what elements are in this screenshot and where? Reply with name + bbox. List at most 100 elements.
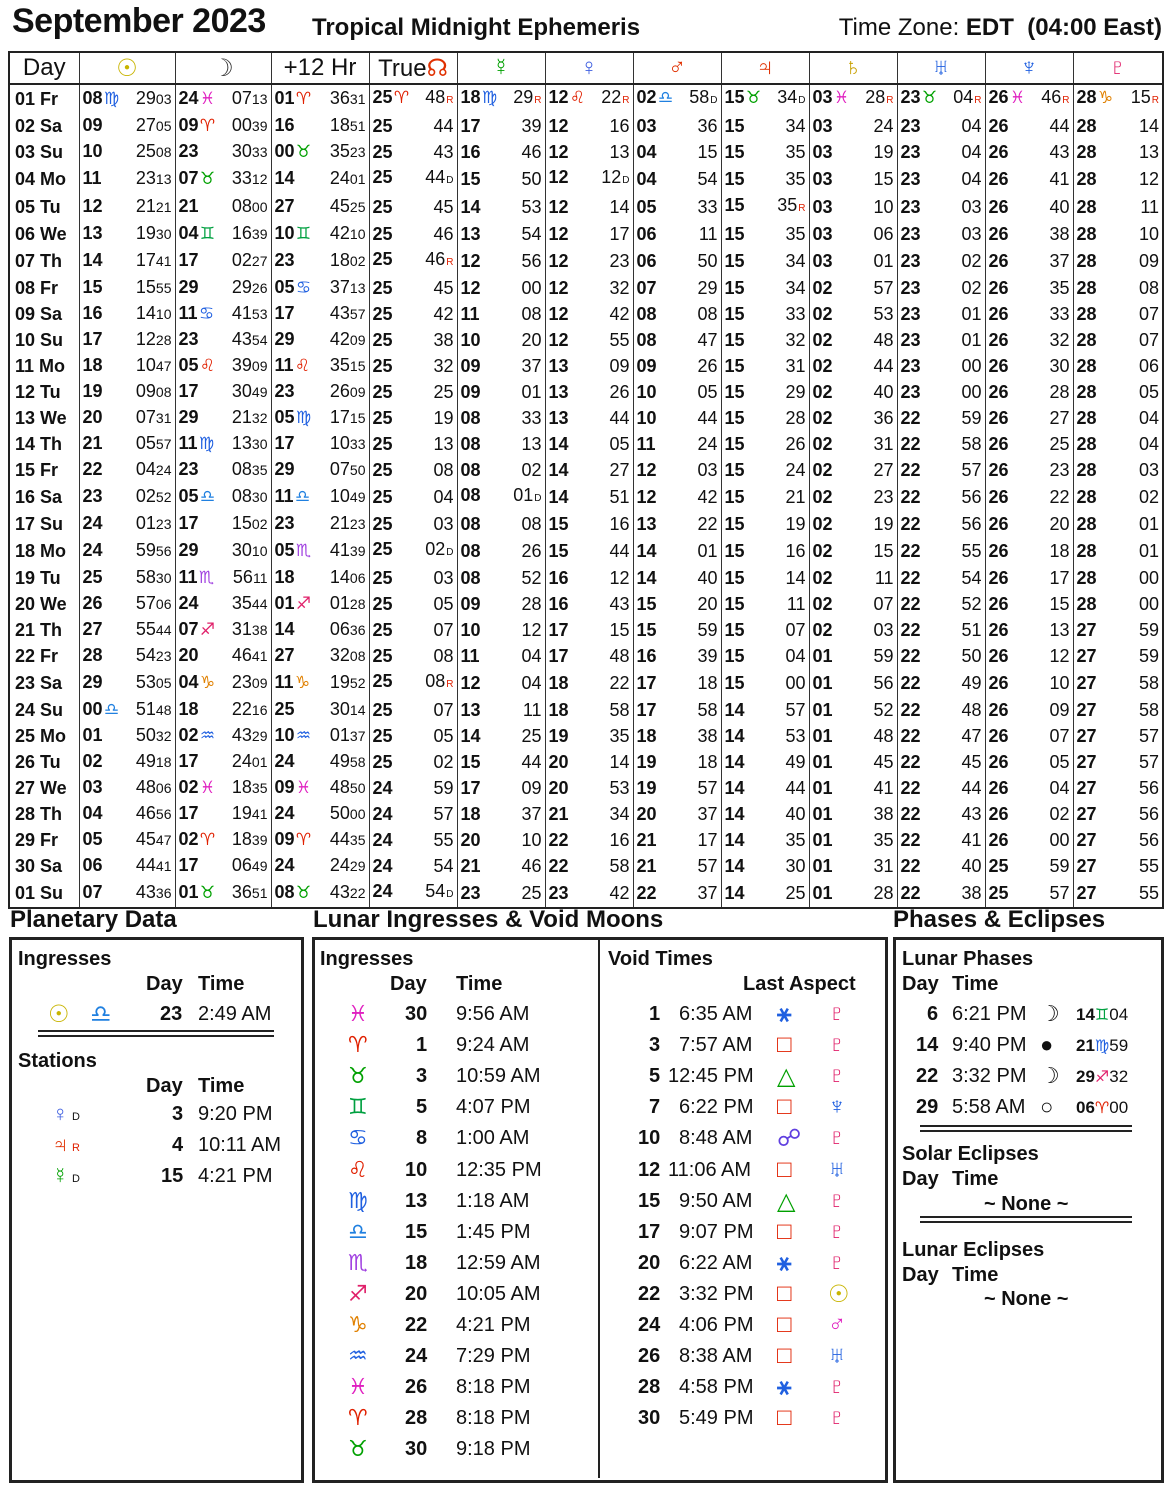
- sat-cell: 02 57: [809, 275, 898, 301]
- degree: 22: [548, 855, 569, 876]
- degree: 26: [988, 751, 1009, 772]
- degree: 28: [1076, 486, 1097, 507]
- lunar-box: [312, 937, 888, 1483]
- minute-value: 48: [329, 777, 350, 797]
- minute-value: 54: [697, 168, 718, 189]
- degree: 15: [82, 277, 103, 297]
- seconds: 28: [349, 596, 366, 612]
- minute: 53: [521, 195, 541, 220]
- minute-value: 18: [329, 250, 350, 270]
- degree: 25: [372, 303, 393, 324]
- minute-value: 19: [329, 672, 350, 692]
- mar-cell: 16 39: [633, 643, 722, 669]
- minute: 0800: [232, 194, 268, 220]
- degree: 02: [812, 433, 833, 454]
- aspect-icon: □: [777, 1031, 792, 1059]
- day-cell: 21 Th: [9, 617, 80, 643]
- minute: 46: [521, 854, 541, 879]
- sat-cell: 02 31: [809, 431, 898, 457]
- minute-value: 54: [521, 223, 542, 244]
- minute: 55: [433, 828, 453, 853]
- minute-value: 37: [521, 803, 542, 824]
- minute: 07: [1139, 302, 1159, 327]
- minute: 01: [521, 380, 541, 405]
- minute-value: 07: [1138, 303, 1159, 324]
- degree: 28: [1076, 459, 1097, 480]
- seconds: 23: [155, 516, 172, 532]
- minute-value: 58: [609, 699, 630, 720]
- pisces-icon: ♓: [295, 778, 312, 797]
- sun-icon: ☉: [116, 54, 138, 82]
- plu-cell: 27 58: [1073, 697, 1164, 723]
- plu-cell: 28 10: [1073, 221, 1164, 247]
- degree: 28: [1076, 593, 1097, 614]
- minute-value: 54: [961, 567, 982, 588]
- degree: 01: [812, 803, 833, 824]
- nep-cell: 26 12: [985, 643, 1074, 669]
- sat-cell: 01 48: [809, 723, 898, 749]
- ura-cell: 23 03: [897, 221, 986, 247]
- minute-value: 54: [433, 855, 454, 876]
- degree: 19: [82, 381, 103, 401]
- plu-cell: 28 03: [1073, 457, 1164, 483]
- seconds: 35: [349, 832, 366, 848]
- sagittarius-icon: ♐: [1094, 1069, 1110, 1086]
- minute: 04: [521, 671, 541, 696]
- degree: 03: [812, 196, 833, 217]
- minute-value: 11: [874, 567, 894, 588]
- station-time: 10:11 AM: [198, 1134, 282, 1156]
- moon-cell: 21 0800: [175, 193, 272, 221]
- degree: 13: [460, 223, 481, 244]
- minute-value: 44: [785, 777, 806, 798]
- seconds: 25: [349, 199, 366, 215]
- nep-cell: 26 10: [985, 669, 1074, 697]
- mar-cell: 14 01: [633, 537, 722, 565]
- minute-value: 24: [873, 115, 894, 136]
- nep-cell: 26 27: [985, 405, 1074, 431]
- minute-value: 25: [521, 882, 542, 903]
- minute: 26: [521, 539, 541, 564]
- minute: 36: [873, 406, 893, 431]
- minute: 22R: [601, 85, 629, 113]
- minute: 56: [873, 671, 893, 696]
- degree: 22: [900, 672, 921, 693]
- retrograde-flag: R: [446, 257, 454, 268]
- degree: 15: [724, 303, 745, 324]
- minute-value: 13: [1138, 141, 1159, 162]
- degree: 22: [900, 619, 921, 640]
- seconds: 15: [349, 410, 366, 426]
- sun-cell: 02 4918: [79, 749, 176, 775]
- planet-icon: ♇: [828, 1186, 846, 1214]
- minute-value: 14: [609, 196, 630, 217]
- minute-value: 23: [135, 168, 156, 188]
- degree: 12: [82, 196, 103, 216]
- seconds: 36: [155, 885, 172, 901]
- minute-value: 44: [961, 777, 982, 798]
- minute: 10: [873, 195, 893, 220]
- minute-value: 48: [609, 645, 630, 666]
- seconds: 09: [349, 384, 366, 400]
- minute-value: 30: [329, 699, 350, 719]
- plu-cell: 27 58: [1073, 669, 1164, 697]
- degree: 18: [274, 567, 295, 587]
- degree: 15: [724, 645, 745, 666]
- minute: 51: [609, 485, 629, 510]
- sat-cell: 02 48: [809, 327, 898, 353]
- sat-cell: 03 19: [809, 139, 898, 165]
- minute-value: 05: [433, 593, 454, 614]
- degree: 05: [274, 407, 295, 427]
- degree: 14: [274, 168, 295, 188]
- degree: 20: [82, 407, 103, 427]
- minute: 02: [521, 458, 541, 483]
- minute: 52: [521, 566, 541, 591]
- minute-value: 21: [135, 196, 156, 216]
- minute: 25: [785, 881, 805, 906]
- degree: 17: [178, 381, 199, 401]
- seconds: 08: [155, 144, 172, 160]
- minute: 40: [697, 566, 717, 591]
- minute: 0649: [232, 853, 268, 879]
- degree: 15: [460, 168, 481, 189]
- minute-value: 01: [1138, 513, 1159, 534]
- degree: 09: [82, 115, 103, 135]
- degree: 24: [372, 881, 393, 901]
